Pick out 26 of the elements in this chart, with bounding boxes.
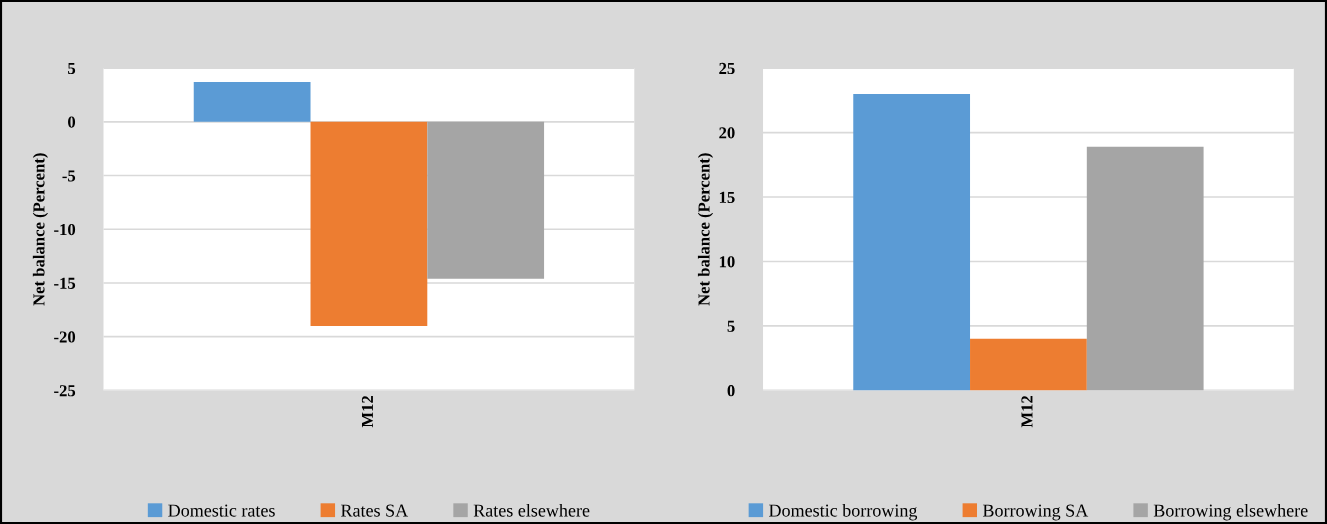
y-tick-label: 25 [719,62,735,75]
y-axis-title: Net balance (Percent) [697,153,714,306]
y-tick-label: 0 [727,385,735,397]
y-tick-label: 0 [68,116,76,128]
y-tick-label: -10 [54,223,76,236]
x-tick-label: M12 [361,395,373,428]
y-tick-label: -5 [62,170,76,182]
bar [970,338,1087,391]
legend-label: Domestic borrowing [769,503,918,521]
bar [1086,146,1204,391]
legend-label: Borrowing elsewhere [1153,503,1308,521]
y-tick-label: -25 [54,385,76,397]
y-tick-label: 5 [68,62,76,75]
y-tick-label: 10 [719,256,735,268]
y-axis-title: Net balance (Percent) [32,153,48,306]
y-tick-label: -20 [54,331,76,343]
bar [853,93,971,391]
y-tick-label: 20 [719,127,735,139]
legend-label: Borrowing SA [982,504,1089,521]
y-tick-label: 15 [719,191,735,203]
legend-label: Rates SA [340,504,409,517]
x-tick-label: M12 [1021,395,1033,428]
y-tick-label: -15 [54,277,76,289]
legend-label: Rates elsewhere [473,503,590,517]
y-tick-label: 5 [727,320,735,332]
legend-label: Domestic rates [168,504,275,517]
